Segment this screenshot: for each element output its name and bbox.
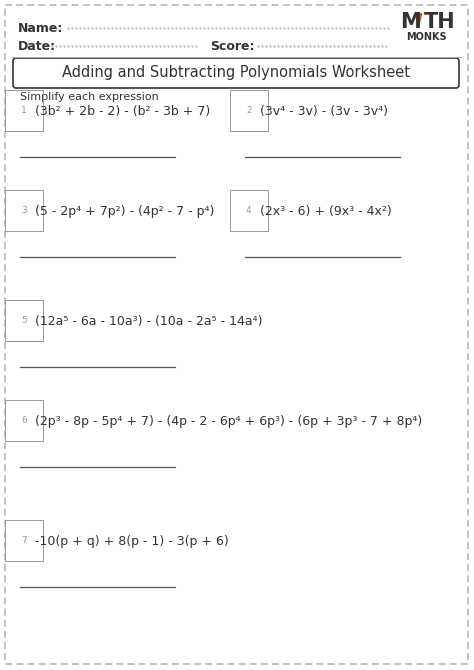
- Text: 6: 6: [21, 416, 27, 425]
- Polygon shape: [414, 13, 422, 29]
- Text: 3: 3: [21, 206, 27, 215]
- Text: Name:: Name:: [18, 22, 64, 35]
- Text: MONKS: MONKS: [406, 32, 447, 42]
- Text: 7: 7: [21, 536, 27, 545]
- Text: (5 - 2p⁴ + 7p²) - (4p² - 7 - p⁴): (5 - 2p⁴ + 7p²) - (4p² - 7 - p⁴): [35, 205, 214, 218]
- Text: M: M: [400, 12, 421, 32]
- Text: (12a⁵ - 6a - 10a³) - (10a - 2a⁵ - 14a⁴): (12a⁵ - 6a - 10a³) - (10a - 2a⁵ - 14a⁴): [35, 315, 263, 328]
- Text: Simplify each expression: Simplify each expression: [20, 92, 159, 102]
- Text: 4: 4: [246, 206, 252, 215]
- Text: Adding and Subtracting Polynomials Worksheet: Adding and Subtracting Polynomials Works…: [62, 66, 410, 80]
- Text: 2: 2: [246, 106, 252, 115]
- Text: (3b² + 2b - 2) - (b² - 3b + 7): (3b² + 2b - 2) - (b² - 3b + 7): [35, 105, 210, 118]
- Text: -10(p + q) + 8(p - 1) - 3(p + 6): -10(p + q) + 8(p - 1) - 3(p + 6): [35, 535, 229, 548]
- Text: TH: TH: [424, 12, 456, 32]
- Text: (3v⁴ - 3v) - (3v - 3v⁴): (3v⁴ - 3v) - (3v - 3v⁴): [260, 105, 388, 118]
- Text: Date:: Date:: [18, 40, 56, 53]
- Text: Score:: Score:: [210, 40, 255, 53]
- Text: (2x³ - 6) + (9x³ - 4x²): (2x³ - 6) + (9x³ - 4x²): [260, 205, 392, 218]
- Text: (2p³ - 8p - 5p⁴ + 7) - (4p - 2 - 6p⁴ + 6p³) - (6p + 3p³ - 7 + 8p⁴): (2p³ - 8p - 5p⁴ + 7) - (4p - 2 - 6p⁴ + 6…: [35, 415, 422, 428]
- Text: 1: 1: [21, 106, 27, 115]
- Text: 5: 5: [21, 316, 27, 325]
